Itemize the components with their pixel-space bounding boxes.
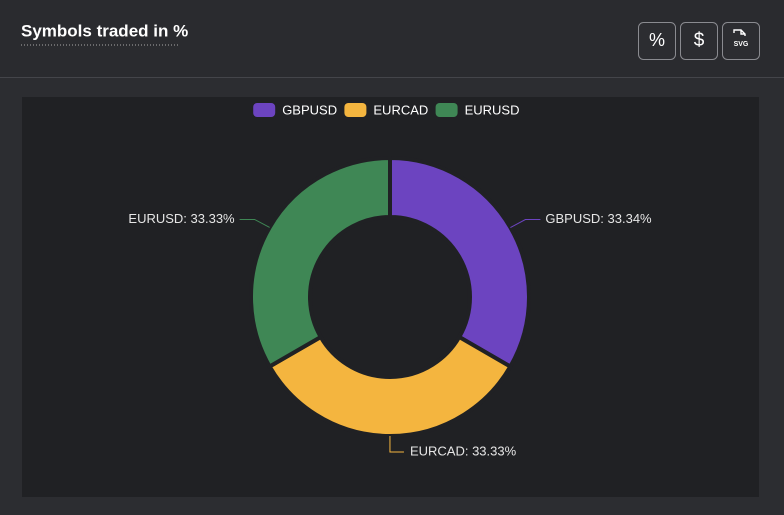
legend-swatch — [435, 103, 458, 117]
legend-label: GBPUSD — [282, 102, 337, 117]
donut-chart: GBPUSD EURCAD EURUSD GBPUSD: 33.34% EURCAD: … — [128, 102, 652, 458]
button-label[interactable]: SVG — [734, 41, 749, 48]
percent-button[interactable] — [638, 22, 676, 60]
legend-swatch — [344, 103, 367, 117]
leader-line — [510, 219, 541, 228]
dollar-button[interactable] — [680, 22, 718, 60]
file-icon — [733, 29, 746, 36]
data-label: GBPUSD: 33.34% — [545, 211, 652, 226]
donut-segment — [249, 156, 392, 369]
donut-segment — [267, 334, 513, 438]
chart-title: Symbols traded in % — [21, 21, 188, 40]
leader-line — [389, 436, 404, 453]
data-label: EURCAD: 33.33% — [410, 443, 517, 458]
svg-button[interactable] — [722, 22, 760, 60]
legend-swatch — [253, 103, 276, 117]
button-label[interactable]: $ — [694, 30, 705, 51]
toolbar: % $ SVG — [638, 22, 760, 60]
data-label: EURUSD: 33.33% — [128, 211, 235, 226]
legend-label: EURUSD — [465, 102, 520, 117]
leader-line — [239, 218, 270, 228]
legend-label: EURCAD — [373, 102, 428, 117]
donut-segment — [388, 156, 531, 369]
button-label[interactable]: % — [649, 30, 665, 50]
